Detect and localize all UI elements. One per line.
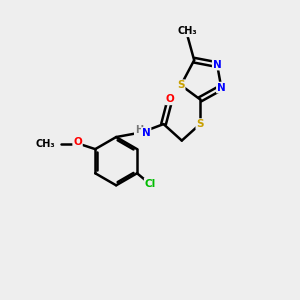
Text: N: N xyxy=(217,82,226,93)
Text: CH₃: CH₃ xyxy=(36,139,56,149)
Text: S: S xyxy=(177,80,185,90)
Text: Cl: Cl xyxy=(145,178,156,189)
Text: N: N xyxy=(213,60,221,70)
Text: O: O xyxy=(73,137,82,147)
Text: O: O xyxy=(166,94,174,104)
Text: S: S xyxy=(196,119,204,129)
Text: H: H xyxy=(135,125,143,135)
Text: CH₃: CH₃ xyxy=(178,26,197,36)
Text: N: N xyxy=(142,128,151,138)
